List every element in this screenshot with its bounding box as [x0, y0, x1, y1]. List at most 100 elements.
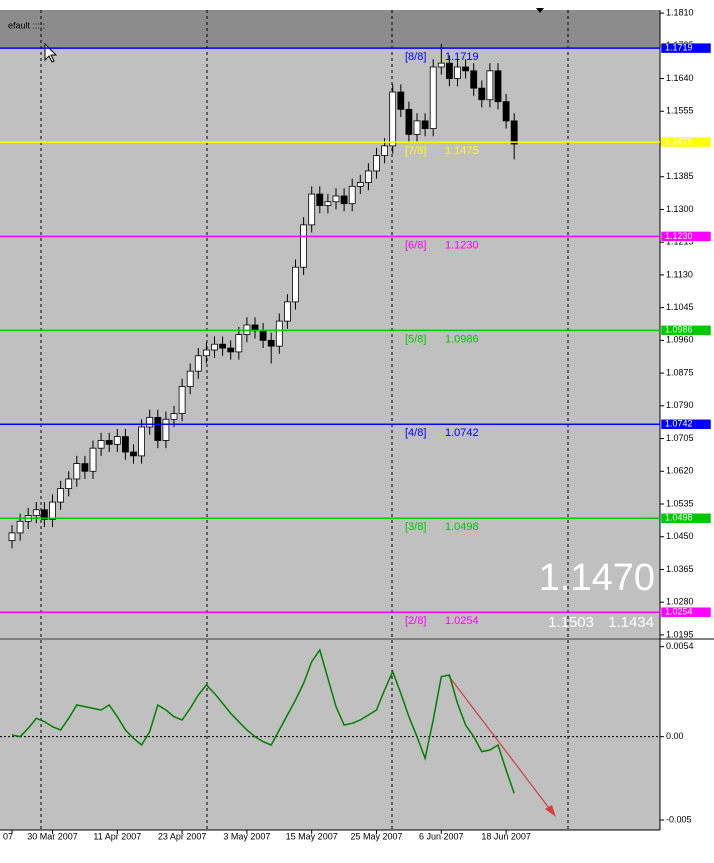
level-axis-box: [660, 606, 712, 618]
candle-body: [308, 193, 316, 226]
candle-body: [49, 501, 56, 520]
candle-body: [373, 155, 380, 172]
oscillator-line: [11, 648, 515, 794]
candle-body: [275, 320, 283, 347]
candle-body: [445, 62, 453, 79]
candle-body: [397, 91, 405, 110]
vertical-grid: [40, 10, 569, 830]
level-value: 1.1230: [445, 239, 479, 251]
candle-body: [130, 451, 137, 457]
candle-body: [186, 370, 194, 387]
y-tick-label: 1.0790: [666, 400, 694, 410]
candle-body: [8, 532, 16, 541]
x-tick-label: 30 Mar 2007: [27, 831, 78, 841]
candle-body: [494, 70, 502, 103]
candle-body: [16, 520, 24, 534]
candle-body: [162, 418, 170, 441]
level-axis-label: 1.0254: [665, 607, 693, 617]
chart-title: efault :::::: [8, 20, 45, 30]
candle-body: [300, 224, 308, 268]
candle-body: [510, 120, 518, 145]
level-value: 1.0498: [445, 521, 479, 533]
level-axis-box: [660, 231, 712, 242]
y-tick-label: 1.0280: [666, 597, 694, 607]
y-tick-label: 1.0705: [666, 433, 694, 443]
level-axis-label: 1.0742: [665, 419, 693, 429]
candle-body: [89, 447, 97, 472]
y-tick-label: 1.1810: [666, 7, 694, 17]
candle-body: [381, 145, 389, 156]
x-tick-label: 11 Apr 2007: [93, 831, 141, 841]
candle-body: [437, 62, 445, 68]
candle-body: [421, 120, 429, 129]
y-tick-label: 1.0875: [666, 367, 694, 377]
level-name: [3/8]: [405, 521, 426, 533]
level-name: [5/8]: [405, 333, 426, 345]
candle-body: [454, 66, 461, 79]
high-price: 1.1503: [548, 614, 594, 631]
candle-body: [105, 440, 113, 445]
level-axis-label: 1.1719: [665, 42, 693, 52]
level-axis-label: 1.0986: [665, 325, 693, 335]
level-axis-label: 1.0498: [665, 513, 693, 523]
candle-body: [57, 488, 64, 503]
x-tick-label: 18 Jun 2007: [481, 831, 531, 841]
y-tick-label: 1.1555: [666, 106, 694, 116]
x-tick-label: 3 May 2007: [223, 831, 270, 841]
y-tick-label: 1.1385: [666, 171, 694, 181]
candle-body: [478, 87, 486, 101]
level-axis-box: [660, 136, 712, 148]
x-tick-label: 25 May 2007: [350, 831, 402, 841]
candle-body: [97, 440, 105, 449]
level-axis-label: 1.1230: [665, 231, 693, 241]
level-axis-box: [660, 513, 712, 524]
candle-body: [389, 91, 397, 147]
y-tick-label: 1.1640: [666, 73, 694, 83]
candle-body: [470, 70, 478, 89]
level-name: [4/8]: [405, 427, 426, 439]
candle-body: [259, 330, 267, 341]
level-axis-box: [660, 419, 712, 430]
x-tick-label: 15 May 2007: [286, 831, 338, 841]
candle-body: [405, 108, 413, 135]
x-tick-label: 07: [3, 831, 13, 841]
y-tick-label: 1.1300: [666, 204, 694, 214]
bid-price: 1.1470: [539, 557, 655, 599]
y-tick-label: 1.0535: [666, 498, 694, 508]
candle-body: [340, 195, 348, 205]
y-tick-label: 1.0450: [666, 531, 694, 541]
y-tick-label: 1.0960: [666, 335, 694, 345]
y-tick-label: -0.005: [666, 814, 692, 824]
candle-body: [462, 66, 470, 72]
main-pane: [0, 10, 660, 638]
candle-body: [32, 509, 40, 516]
x-tick-label: 23 Apr 2007: [158, 831, 207, 841]
candle-body: [178, 386, 186, 414]
candle-body: [122, 436, 129, 453]
level-value: 1.1475: [445, 145, 479, 157]
candle-body: [211, 343, 218, 351]
candle-body: [235, 334, 243, 353]
level-value: 1.0742: [445, 427, 479, 439]
candle-body: [486, 70, 494, 101]
level-axis-box: [660, 42, 712, 54]
level-name: [8/8]: [405, 51, 426, 63]
level-value: 1.0254: [445, 615, 479, 627]
arrow-head: [545, 805, 556, 817]
y-tick-label: 1.0620: [666, 466, 694, 476]
candle-body: [356, 182, 364, 187]
candle-body: [283, 301, 291, 322]
oscillator-pane: [0, 640, 660, 830]
y-tick-label: 1.1130: [666, 269, 693, 279]
candle-body: [194, 355, 202, 372]
y-tick-label: 1.1045: [666, 302, 694, 312]
candle-body: [348, 185, 356, 205]
candle-body: [267, 339, 275, 347]
candle-body: [364, 170, 372, 183]
low-price: 1.1434: [608, 614, 654, 631]
x-tick-label: 6 Jun 2007: [419, 831, 464, 841]
candle-body: [65, 478, 73, 490]
candle-body: [429, 66, 437, 129]
